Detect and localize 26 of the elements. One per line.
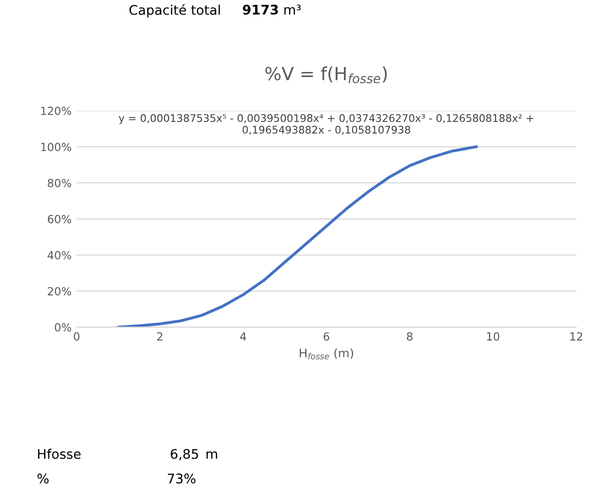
y-tick-label: 40%: [48, 250, 72, 260]
text: 6,85: [170, 448, 198, 460]
x-tick-label: 10: [487, 332, 500, 341]
x-tick-label: 8: [406, 332, 412, 341]
x-tick-label: 12: [570, 332, 582, 340]
chart-title: %V = f(H$_{fosse}$): [265, 66, 387, 84]
y-tick-label: 20%: [48, 287, 72, 296]
y-tick-label: 80%: [48, 178, 72, 188]
text: 73%: [168, 474, 196, 484]
x-tick-label: 0: [74, 332, 80, 341]
y-tick-label: 120%: [41, 106, 72, 116]
x-tick-label: 6: [324, 332, 330, 341]
text: m: [206, 451, 218, 459]
x-tick-label: 4: [240, 332, 246, 340]
y-tick-label: 100%: [41, 142, 72, 152]
x-axis-title: H$_{fosse}$ (m): [300, 348, 354, 360]
text: m³: [284, 4, 301, 14]
text: Hfosse: [38, 448, 81, 459]
line-series: [116, 145, 478, 328]
y-tick-label: 0%: [54, 323, 72, 332]
annotation: y = 0,0001387535x⁵ - 0,0039500198x⁴ + 0,0374326270x³ - 0,1265808188x² + 0,1965493882x - 0,1058107938: [118, 114, 534, 135]
text: Capacité total: [129, 4, 220, 18]
text: 9173: [242, 4, 278, 15]
text: %: [38, 474, 49, 484]
x-tick-label: 2: [157, 332, 162, 340]
y-tick-label: 60%: [48, 214, 72, 224]
